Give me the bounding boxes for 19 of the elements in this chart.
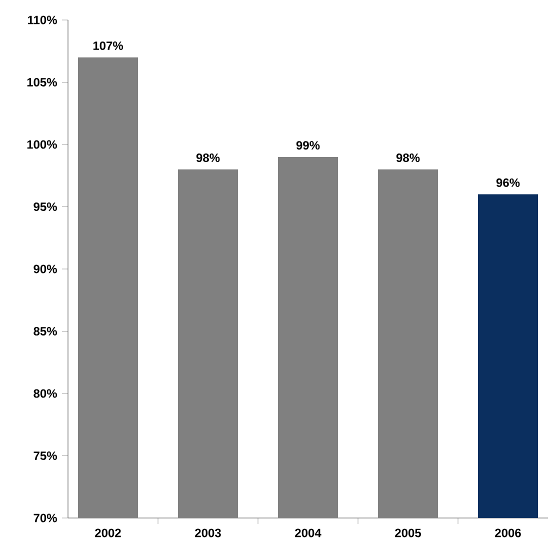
data-label: 107% <box>93 41 124 50</box>
data-label: 98% <box>396 154 420 162</box>
y-tick-label: 70% <box>34 514 57 522</box>
y-tick-label: 75% <box>34 452 57 460</box>
x-tick-label: 2002 <box>95 528 121 538</box>
x-tick-label: 2006 <box>495 528 521 538</box>
y-tick-label: 110% <box>28 16 57 24</box>
data-label: 96% <box>496 178 520 187</box>
y-tick-label: 90% <box>34 264 57 274</box>
y-tick-label: 80% <box>34 389 57 398</box>
x-tick-label: 2003 <box>195 528 221 538</box>
y-tick-label: 105% <box>27 78 57 86</box>
x-tick-label: 2005 <box>395 528 422 538</box>
y-tick-label: 100% <box>27 140 57 149</box>
data-label: 99% <box>296 141 320 150</box>
data-label: 98% <box>196 154 220 162</box>
x-tick-label: 2004 <box>295 528 322 538</box>
y-tick-label: 95% <box>34 202 57 211</box>
y-tick-label: 85% <box>34 326 57 336</box>
